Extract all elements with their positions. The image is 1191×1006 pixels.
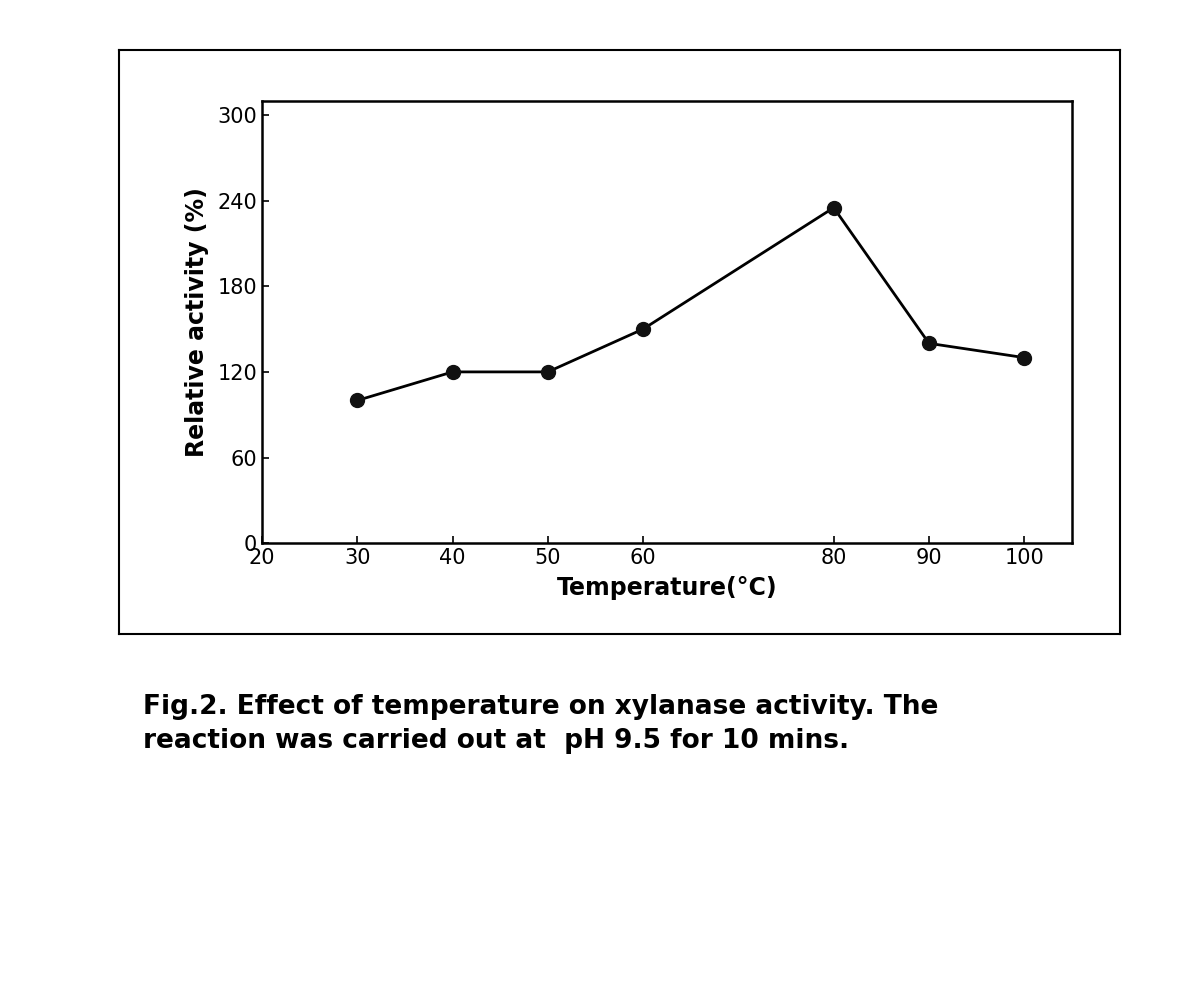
- X-axis label: Temperature(°C): Temperature(°C): [556, 576, 778, 601]
- Y-axis label: Relative activity (%): Relative activity (%): [185, 187, 210, 457]
- Text: Fig.2. Effect of temperature on xylanase activity. The
reaction was carried out : Fig.2. Effect of temperature on xylanase…: [143, 694, 939, 754]
